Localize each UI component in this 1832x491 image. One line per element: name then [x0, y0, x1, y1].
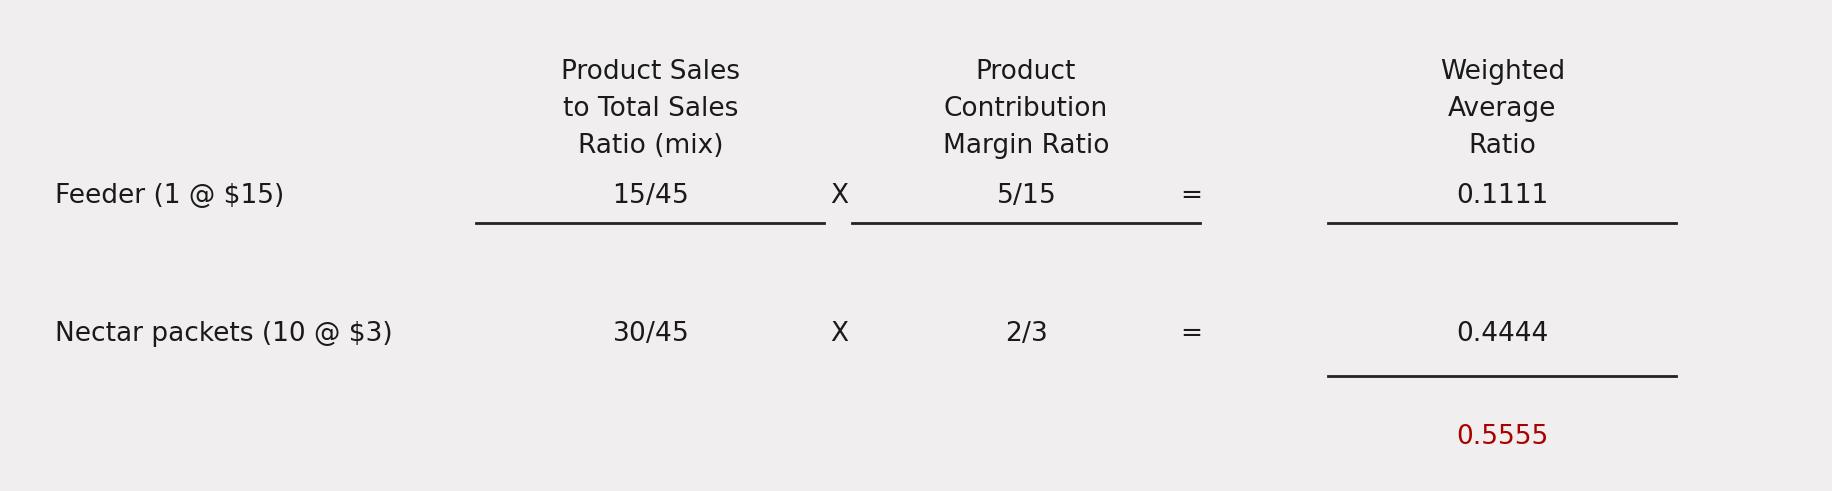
Text: $5/$15: $5/$15: [997, 184, 1055, 209]
Text: 0.4444: 0.4444: [1456, 321, 1548, 347]
Text: X: X: [830, 321, 848, 347]
Text: Product Sales
to Total Sales
Ratio (mix): Product Sales to Total Sales Ratio (mix): [561, 59, 740, 159]
Text: Product
Contribution
Margin Ratio: Product Contribution Margin Ratio: [943, 59, 1108, 159]
Text: X: X: [830, 184, 848, 209]
Text: $2/$3: $2/$3: [1004, 321, 1048, 347]
Text: $15/$45: $15/$45: [612, 184, 689, 209]
Text: Weighted
Average
Ratio: Weighted Average Ratio: [1440, 59, 1565, 159]
Text: Nectar packets (10 @ $3): Nectar packets (10 @ $3): [55, 321, 392, 347]
Text: =: =: [1180, 321, 1202, 347]
Text: 0.5555: 0.5555: [1456, 424, 1548, 450]
Text: Feeder (1 @ $15): Feeder (1 @ $15): [55, 184, 284, 209]
Text: =: =: [1180, 184, 1202, 209]
Text: $30/$45: $30/$45: [612, 321, 689, 347]
Text: 0.1111: 0.1111: [1456, 184, 1548, 209]
